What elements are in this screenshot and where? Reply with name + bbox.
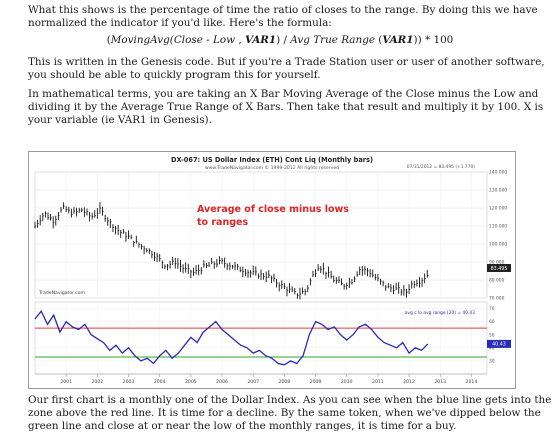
indicator-y-tick: 70 <box>489 306 495 312</box>
x-tick-label: 2012 <box>403 379 415 385</box>
price-y-tick: 130 000 <box>489 188 507 194</box>
price-y-tick: 80 000 <box>489 278 505 284</box>
x-tick-label: 2004 <box>154 379 166 385</box>
indicator-grid <box>35 302 487 374</box>
intro-paragraph: What this shows is the percentage of tim… <box>28 4 538 29</box>
x-tick-label: 2006 <box>216 379 228 385</box>
x-tick-label: 2014 <box>466 379 478 385</box>
x-tick-label: 2001 <box>60 379 72 385</box>
x-tick-label: 2007 <box>247 379 259 385</box>
x-tick-label: 2009 <box>310 379 322 385</box>
x-tick-label: 2008 <box>279 379 291 385</box>
price-y-tick: 90 000 <box>489 260 505 266</box>
indicator-last-tag-text: 40.43 <box>492 342 506 348</box>
x-axis-ticks: 2001 2002 2003 2004 2005 2006 2007 2008 2009 2010… <box>35 373 487 385</box>
formula-moving-avg: MovingAvg <box>110 34 170 46</box>
indicator-y-ticks: 70 60 50 40 30 <box>489 306 495 364</box>
indicator-label: avg c lo avg range (20) = 40.43 <box>405 310 475 316</box>
dollar-index-chart: DX-067: US Dollar Index (ETH) Cont Liq (… <box>28 151 516 389</box>
indicator-y-tick: 40 <box>489 345 495 351</box>
conclusion-paragraph: Our first chart is a monthly one of the … <box>28 394 552 432</box>
chart-annotation-line2: to ranges <box>197 217 248 228</box>
formula-var1-b: VAR1 <box>382 34 414 46</box>
x-tick-label: 2002 <box>91 379 103 385</box>
formula-avg-true-range: Avg True Range <box>290 34 375 46</box>
x-tick-label: 2005 <box>185 379 197 385</box>
price-y-ticks: 140 000 130 000 120 000 110 000 100 000 90 00… <box>489 170 507 302</box>
x-tick-label: 2010 <box>341 379 353 385</box>
formula-var1: VAR1 <box>244 34 277 46</box>
genesis-paragraph: This is written in the Genesis code. But… <box>28 56 545 81</box>
chart-title: DX-067: US Dollar Index (ETH) Cont Liq (… <box>171 156 373 164</box>
indicator-y-tick: 30 <box>489 359 495 365</box>
indicator-panel <box>34 301 488 375</box>
formula-close-low: (Close - Low , <box>169 34 245 46</box>
price-bars <box>34 202 429 300</box>
price-last-tag: 83.495 <box>487 264 511 272</box>
price-y-tick: 70 000 <box>489 296 505 302</box>
price-last-tag-text: 83.495 <box>491 266 508 272</box>
price-y-tick: 140 000 <box>489 170 507 176</box>
indicator-last-tag: 40.43 <box>487 339 511 348</box>
chart-svg: DX-067: US Dollar Index (ETH) Cont Liq (… <box>34 156 511 385</box>
price-y-tick: 120 000 <box>489 206 507 212</box>
indicator-line <box>34 309 429 366</box>
x-tick-label: 2013 <box>434 379 446 385</box>
chart-date-label: 07/31/2012 = 83.495 (+1.770) <box>407 164 475 170</box>
chart-annotation-line1: Average of close minus lows <box>197 204 349 215</box>
chart-brand: TradeNavigator.com <box>38 290 85 296</box>
formula: (MovingAvg(Close - Low , VAR1) / Avg Tru… <box>106 34 454 46</box>
indicator-y-tick: 60 <box>489 319 495 325</box>
math-paragraph: In mathematical terms, you are taking an… <box>28 88 544 126</box>
indicator-y-tick: 50 <box>489 332 495 338</box>
x-tick-label: 2011 <box>372 379 384 385</box>
price-y-tick: 110 000 <box>489 224 507 230</box>
x-tick-label: 2003 <box>123 379 135 385</box>
price-y-tick: 100 000 <box>489 242 507 248</box>
price-grid <box>35 171 487 299</box>
chart-subtitle: www.TradeNavigator.com © 1999-2012 All r… <box>205 164 339 171</box>
